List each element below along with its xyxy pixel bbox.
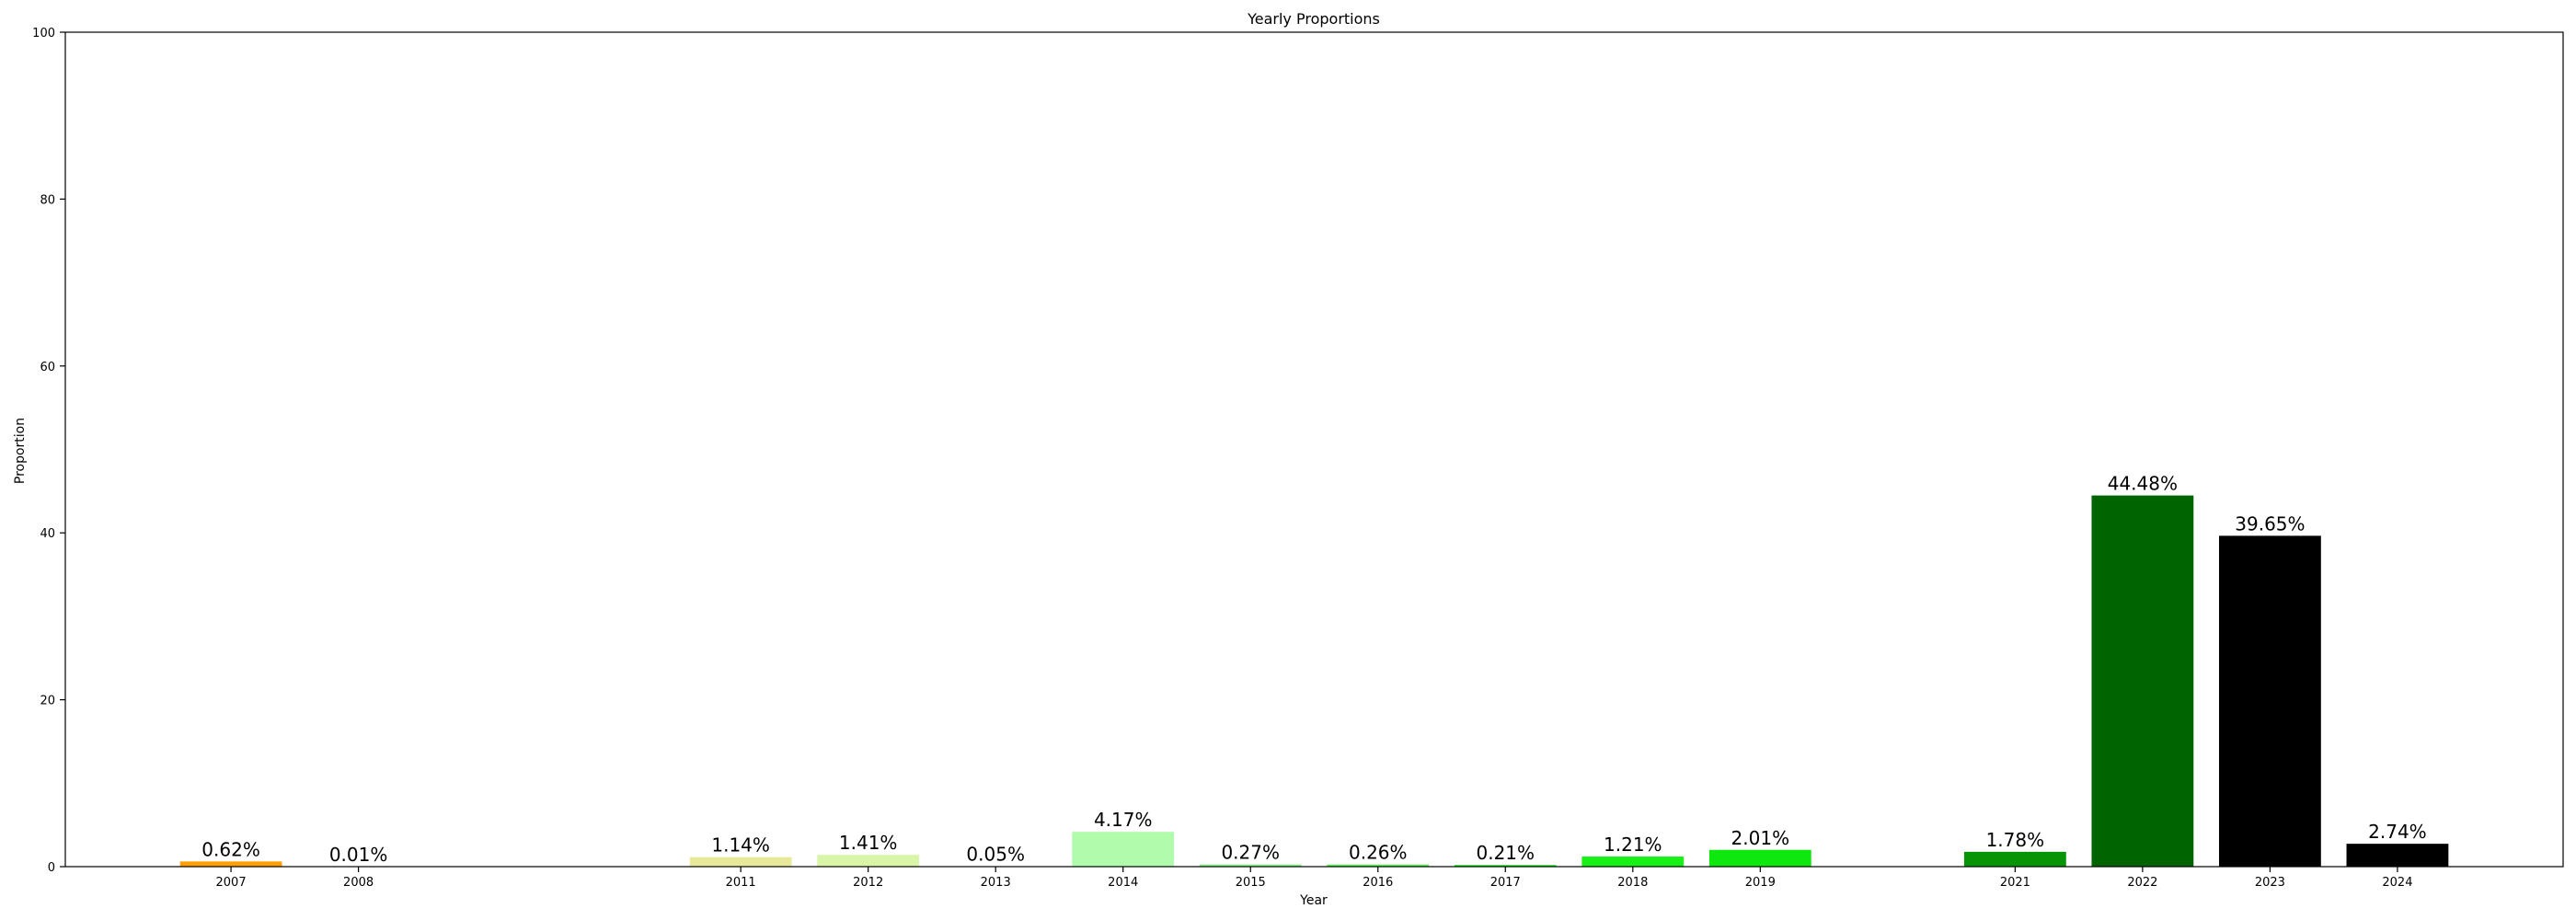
x-axis-label: Year xyxy=(1299,893,1328,908)
bar-value-label-2023: 39.65% xyxy=(2235,512,2305,535)
plot-frame xyxy=(64,31,2564,868)
x-tick-label-2021: 2021 xyxy=(2000,876,2030,890)
bar-value-label-2021: 1.78% xyxy=(1986,829,2045,851)
bar-2011 xyxy=(689,857,792,867)
y-tick-label-100: 100 xyxy=(32,27,55,40)
bar-2016 xyxy=(1327,864,1430,867)
x-tick-label-2012: 2012 xyxy=(853,876,883,890)
bar-value-label-2012: 1.41% xyxy=(839,832,898,854)
bar-value-label-2011: 1.14% xyxy=(711,834,770,857)
x-tick-label-2024: 2024 xyxy=(2382,876,2412,890)
plot-area: 0.62% 2007 0.01% 2008 1.14% 2011 1.41% 2012 0.05… xyxy=(32,27,2564,890)
bar-value-label-2016: 0.26% xyxy=(1349,842,1408,864)
bar-2019 xyxy=(1708,849,1811,867)
x-tick-label-2019: 2019 xyxy=(1745,876,1776,890)
x-tick-label-2022: 2022 xyxy=(2127,876,2157,890)
y-tick-label-0: 0 xyxy=(48,861,55,875)
bar-2022 xyxy=(2091,495,2194,867)
bar-value-label-2019: 2.01% xyxy=(1731,827,1790,849)
bar-2021 xyxy=(1963,851,2066,867)
bar-value-label-2008: 0.01% xyxy=(329,844,388,866)
y-tick-label-40: 40 xyxy=(40,527,55,541)
x-tick-label-2007: 2007 xyxy=(216,876,247,890)
bar-2023 xyxy=(2218,535,2321,867)
x-tick-label-2023: 2023 xyxy=(2255,876,2285,890)
chart-title: Yearly Proportions xyxy=(1247,10,1380,28)
x-tick-label-2018: 2018 xyxy=(1617,876,1648,890)
bar-2015 xyxy=(1199,864,1302,867)
x-tick-label-2015: 2015 xyxy=(1236,876,1266,890)
x-tick-label-2008: 2008 xyxy=(343,876,374,890)
bar-2007 xyxy=(179,861,282,867)
bar-value-label-2015: 0.27% xyxy=(1221,842,1280,864)
x-tick-label-2013: 2013 xyxy=(981,876,1011,890)
y-tick-label-80: 80 xyxy=(40,193,55,207)
bar-value-label-2022: 44.48% xyxy=(2108,473,2178,495)
bar-2012 xyxy=(817,855,920,867)
x-tick-label-2014: 2014 xyxy=(1108,876,1138,890)
y-tick-label-20: 20 xyxy=(40,695,55,708)
bar-2017 xyxy=(1454,865,1557,867)
bar-value-label-2013: 0.05% xyxy=(966,844,1025,866)
x-tick-label-2011: 2011 xyxy=(726,876,756,890)
bar-2014 xyxy=(1072,832,1175,867)
y-axis-label: Proportion xyxy=(13,418,28,484)
x-tick-label-2017: 2017 xyxy=(1490,876,1521,890)
bar-2024 xyxy=(2346,844,2449,867)
y-tick-label-60: 60 xyxy=(40,361,55,374)
bar-value-label-2017: 0.21% xyxy=(1477,842,1535,864)
x-tick-label-2016: 2016 xyxy=(1363,876,1393,890)
bar-value-label-2014: 4.17% xyxy=(1094,809,1153,831)
bar-value-label-2007: 0.62% xyxy=(201,838,260,860)
bar-value-label-2018: 1.21% xyxy=(1604,834,1662,856)
bar-2018 xyxy=(1581,857,1685,867)
bar-value-label-2024: 2.74% xyxy=(2368,821,2427,843)
